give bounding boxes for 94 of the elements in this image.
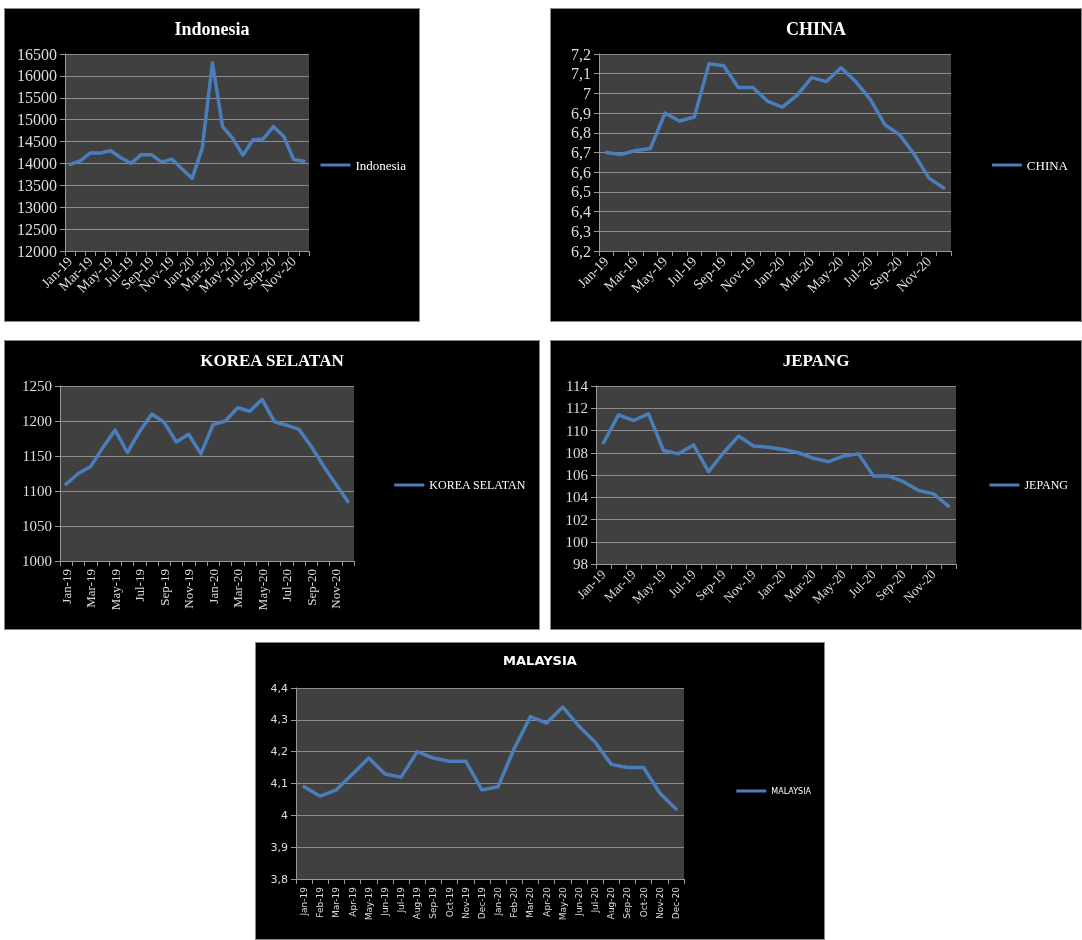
- x-tick-label: Aug-19: [412, 886, 423, 920]
- y-tick-label: 112: [566, 400, 588, 417]
- y-tick-label: 6,5: [571, 183, 591, 201]
- y-tick-label: 1200: [22, 413, 52, 429]
- line-series: [601, 412, 951, 508]
- x-tick-label: Jul-19: [132, 569, 148, 602]
- y-tick-label: 1050: [22, 518, 52, 534]
- x-tick-label: Jul-20: [279, 569, 295, 602]
- x-tick-label: May-20: [254, 569, 270, 611]
- chart-title: CHINA: [785, 19, 847, 39]
- x-tick-label: Jun-19: [379, 886, 390, 917]
- legend-label: KOREA SELATAN: [429, 478, 526, 492]
- x-tick-label: May-19: [363, 886, 374, 921]
- x-tick-label: May-19: [107, 569, 123, 611]
- y-tick-label: 108: [565, 444, 588, 461]
- y-tick-label: 6,2: [571, 242, 591, 260]
- legend-label: Indonesia: [355, 157, 407, 173]
- y-tick-label: 7: [583, 84, 591, 102]
- y-tick-label: 4,3: [270, 713, 288, 727]
- x-tick-label: Mar-20: [525, 886, 536, 919]
- x-tick-label: Oct-19: [444, 886, 455, 918]
- x-tick-label: Oct-20: [638, 886, 649, 918]
- y-tick-label: 15000: [17, 111, 57, 129]
- x-tick-label: Nov-20: [328, 569, 344, 609]
- x-tick-label: Sep-20: [622, 886, 633, 919]
- y-tick-label: 1150: [22, 448, 52, 464]
- y-tick-label: 104: [565, 489, 589, 506]
- y-tick-label: 6,9: [571, 104, 591, 122]
- y-tick-label: 13000: [17, 198, 57, 216]
- x-tick-label: Sep-20: [303, 569, 319, 606]
- legend-label: MALAYSIA: [771, 786, 812, 796]
- line-series: [604, 62, 946, 190]
- x-tick-label: Jan-20: [205, 569, 221, 604]
- x-tick-label: Dec-20: [670, 886, 681, 920]
- legend-label: JEPANG: [1024, 478, 1069, 492]
- x-tick-label: Sep-19: [156, 569, 172, 606]
- y-tick-label: 6,6: [571, 163, 591, 181]
- x-tick-label: Feb-20: [509, 886, 520, 918]
- x-tick-label: Jul-19: [396, 886, 407, 914]
- line-series: [302, 705, 678, 811]
- x-tick-label: Mar-20: [230, 569, 246, 608]
- x-tick-label: Sep-19: [428, 886, 439, 919]
- chart-title: JEPANG: [782, 351, 850, 370]
- x-tick-label: Nov-19: [181, 569, 197, 609]
- x-tick-label: Jan-20: [493, 886, 504, 917]
- x-tick-label: Apr-20: [541, 886, 552, 917]
- x-tick-label: Jan-19: [299, 886, 310, 917]
- x-tick-label: Apr-19: [347, 886, 358, 917]
- y-tick-label: 102: [565, 511, 588, 528]
- y-tick-label: 6,7: [571, 144, 591, 161]
- y-tick-label: 1100: [22, 483, 52, 499]
- x-tick-label: Jul-20: [590, 886, 601, 914]
- y-tick-label: 4,2: [270, 745, 288, 759]
- y-tick-label: 4,1: [270, 777, 288, 790]
- y-tick-label: 4,4: [270, 681, 288, 695]
- legend-label: CHINA: [1026, 157, 1069, 173]
- x-tick-label: Nov-20: [654, 886, 665, 920]
- chart-title: KOREA SELATAN: [200, 351, 345, 370]
- x-tick-label: May-20: [557, 886, 568, 921]
- x-tick-label: Dec-19: [476, 886, 487, 920]
- y-tick-label: 106: [565, 467, 589, 483]
- x-tick-label: Feb-19: [315, 886, 326, 918]
- y-tick-label: 14500: [17, 133, 57, 151]
- x-tick-label: Nov-19: [460, 886, 471, 920]
- y-tick-label: 6,3: [571, 222, 591, 240]
- y-tick-label: 1250: [22, 378, 52, 394]
- chart-title: MALAYSIA: [503, 653, 577, 668]
- line-series: [68, 61, 306, 181]
- y-tick-label: 12500: [17, 220, 57, 238]
- y-tick-label: 4: [281, 808, 288, 822]
- y-tick-label: 15500: [17, 89, 57, 107]
- y-tick-label: 14000: [17, 154, 57, 172]
- x-tick-label: Jun-20: [573, 886, 584, 917]
- x-tick-label: Aug-20: [606, 886, 617, 920]
- chart-title: Indonesia: [174, 19, 250, 39]
- y-tick-label: 3,9: [270, 840, 288, 854]
- y-tick-label: 114: [566, 378, 589, 394]
- y-tick-label: 3,8: [270, 872, 288, 886]
- x-tick-label: Mar-19: [83, 569, 99, 608]
- y-tick-label: 7,2: [571, 45, 591, 63]
- y-tick-label: 6,8: [571, 124, 591, 142]
- y-tick-label: 98: [573, 556, 588, 572]
- line-series: [64, 397, 350, 504]
- x-tick-label: Jan-19: [58, 569, 74, 604]
- y-tick-label: 1000: [22, 553, 52, 569]
- y-tick-label: 7,1: [571, 65, 591, 83]
- y-tick-label: 100: [565, 533, 588, 550]
- y-tick-label: 13500: [17, 176, 57, 194]
- y-tick-label: 16000: [17, 67, 57, 85]
- y-tick-label: 6,4: [571, 203, 591, 221]
- y-tick-label: 16500: [17, 45, 57, 63]
- y-tick-label: 12000: [17, 242, 57, 260]
- y-tick-label: 110: [566, 422, 588, 439]
- x-tick-label: Mar-19: [331, 886, 342, 919]
